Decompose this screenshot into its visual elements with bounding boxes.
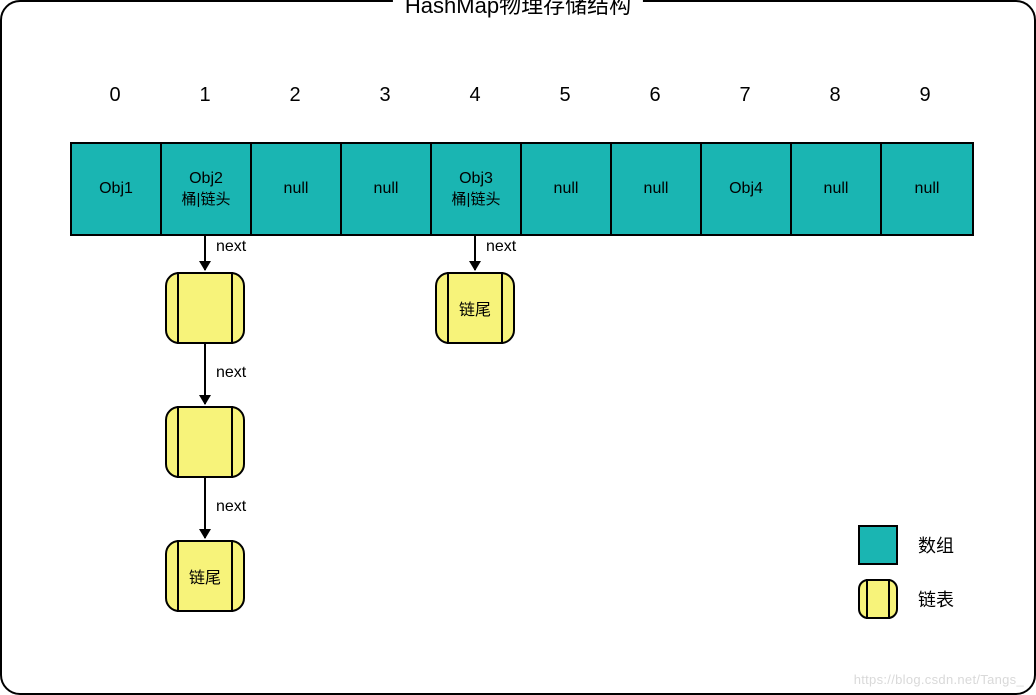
next-arrow [474, 234, 476, 270]
cell-line1: Obj4 [729, 179, 763, 200]
index-label: 2 [250, 84, 340, 107]
cell-line1: Obj3 [459, 169, 493, 190]
legend: 数组 链表 [858, 525, 954, 633]
cell-line1: null [915, 179, 940, 200]
index-label: 5 [520, 84, 610, 107]
legend-swatch-node [858, 579, 898, 619]
index-label: 0 [70, 84, 160, 107]
array-cell: null [882, 144, 972, 234]
cell-line1: Obj2 [189, 169, 223, 190]
index-label: 7 [700, 84, 790, 107]
cell-line1: null [824, 179, 849, 200]
index-label: 3 [340, 84, 430, 107]
list-node [165, 272, 245, 344]
cell-line1: null [284, 179, 309, 200]
index-label: 9 [880, 84, 970, 107]
next-label: next [216, 364, 246, 382]
next-arrow [204, 478, 206, 538]
diagram-title: HashMap物理存储结构 [393, 0, 643, 20]
cell-line1: Obj1 [99, 179, 133, 200]
next-label: next [216, 498, 246, 516]
next-arrow [204, 344, 206, 404]
index-label: 8 [790, 84, 880, 107]
next-label: next [486, 238, 516, 256]
array-cell: null [252, 144, 342, 234]
cell-line1: null [644, 179, 669, 200]
array-row: Obj1Obj2桶|链头nullnullObj3桶|链头nullnullObj4… [70, 142, 974, 236]
legend-label-array: 数组 [918, 532, 954, 558]
legend-swatch-array [858, 525, 898, 565]
array-cell: Obj4 [702, 144, 792, 234]
watermark: https://blog.csdn.net/Tangs_ [854, 672, 1024, 687]
index-row: 0123456789 [70, 84, 970, 107]
array-cell: null [342, 144, 432, 234]
index-label: 4 [430, 84, 520, 107]
index-label: 1 [160, 84, 250, 107]
next-arrow [204, 234, 206, 270]
array-cell: null [792, 144, 882, 234]
diagram-frame: HashMap物理存储结构 0123456789 Obj1Obj2桶|链头nul… [0, 0, 1036, 695]
cell-line2: 桶|链头 [182, 190, 231, 210]
list-node: 链尾 [435, 272, 515, 344]
legend-row-list: 链表 [858, 579, 954, 619]
cell-line2: 桶|链头 [452, 190, 501, 210]
legend-row-array: 数组 [858, 525, 954, 565]
next-label: next [216, 238, 246, 256]
array-cell: Obj1 [72, 144, 162, 234]
cell-line1: null [554, 179, 579, 200]
array-cell: Obj2桶|链头 [162, 144, 252, 234]
cell-line1: null [374, 179, 399, 200]
array-cell: null [612, 144, 702, 234]
array-cell: null [522, 144, 612, 234]
list-node [165, 406, 245, 478]
legend-label-list: 链表 [918, 586, 954, 612]
index-label: 6 [610, 84, 700, 107]
array-cell: Obj3桶|链头 [432, 144, 522, 234]
list-node: 链尾 [165, 540, 245, 612]
